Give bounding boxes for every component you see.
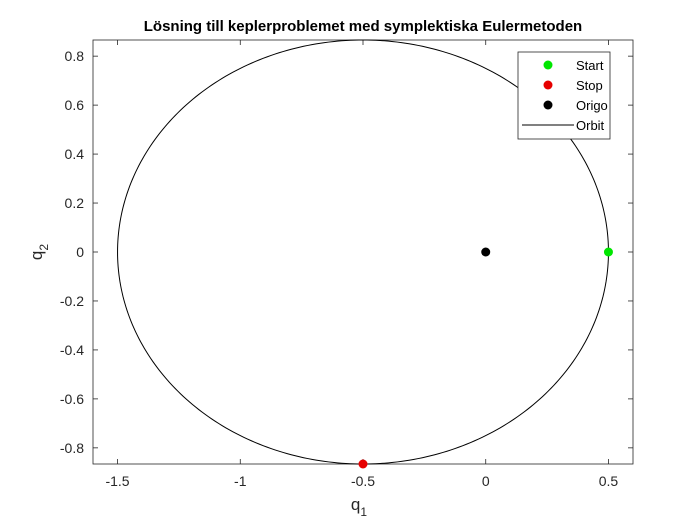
legend: Start Stop Origo Orbit bbox=[517, 51, 611, 140]
point-stop bbox=[358, 459, 368, 469]
y-tick-label: -0.6 bbox=[60, 391, 84, 407]
legend-marker-stop bbox=[543, 80, 553, 90]
x-tick-label: -1 bbox=[234, 473, 247, 489]
legend-marker-start bbox=[543, 60, 553, 70]
y-tick-label: -0.2 bbox=[60, 293, 84, 309]
y-tick-label: -0.8 bbox=[60, 440, 84, 456]
x-axis-label-main: q bbox=[351, 495, 360, 514]
x-tick-label: 0.5 bbox=[599, 473, 619, 489]
y-tick-label: 0.2 bbox=[65, 195, 85, 211]
y-tick-label: 0.4 bbox=[65, 146, 85, 162]
y-tick-label: 0 bbox=[76, 244, 84, 260]
legend-label-orbit: Orbit bbox=[576, 118, 605, 133]
legend-label-stop: Stop bbox=[576, 78, 603, 93]
y-tick-label: -0.4 bbox=[60, 342, 84, 358]
x-tick-label: -0.5 bbox=[351, 473, 375, 489]
legend-marker-origo bbox=[543, 100, 553, 110]
orbit-line bbox=[117, 39, 609, 465]
y-axis-label-subscript: 2 bbox=[37, 244, 51, 251]
data-points bbox=[358, 247, 613, 469]
chart-title: Lösning till keplerproblemet med symplek… bbox=[144, 18, 582, 35]
point-origo bbox=[481, 247, 491, 257]
point-start bbox=[603, 247, 613, 257]
x-tick-label: -1.5 bbox=[105, 473, 129, 489]
y-axis-ticks: -0.8 -0.6 -0.4 -0.2 0 0.2 0.4 0.6 0.8 bbox=[60, 48, 633, 456]
legend-label-start: Start bbox=[576, 58, 604, 73]
x-axis-label: q1 bbox=[351, 495, 367, 519]
y-axis-label: q2 bbox=[27, 244, 51, 260]
y-tick-label: 0.6 bbox=[65, 97, 85, 113]
x-tick-label: 0 bbox=[482, 473, 490, 489]
legend-label-origo: Origo bbox=[576, 98, 608, 113]
y-tick-label: 0.8 bbox=[65, 48, 85, 64]
y-axis-label-main: q bbox=[27, 251, 46, 260]
x-axis-label-subscript: 1 bbox=[360, 505, 367, 519]
